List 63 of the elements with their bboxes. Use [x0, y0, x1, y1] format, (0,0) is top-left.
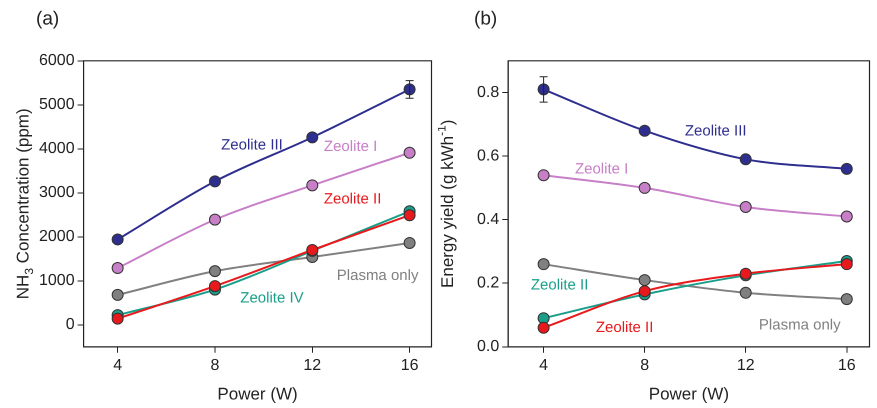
point	[840, 162, 853, 175]
y-tick-label: 3000	[39, 184, 75, 202]
y-tick-label: 6000	[39, 52, 75, 70]
point	[112, 288, 124, 301]
point	[404, 236, 416, 249]
point	[208, 265, 221, 278]
x-tick-label: 12	[736, 356, 755, 374]
y-axis-title: NH3 Concentration (ppm)	[13, 108, 36, 300]
y-tick-label: 0.6	[476, 148, 500, 165]
point	[112, 312, 124, 325]
x-tick-label: 16	[400, 356, 419, 374]
x-tick-label: 4	[113, 356, 122, 374]
y-tick-label: 0.2	[476, 274, 500, 292]
point	[638, 124, 651, 137]
series-label: Zeolite IV	[240, 290, 304, 307]
y-tick-label: 4000	[39, 140, 75, 158]
series-label: Zeolite II	[530, 276, 588, 294]
x-axis-title: Power (W)	[648, 384, 730, 404]
chart-title: (a)	[36, 8, 60, 30]
series-label: Zeolite I	[324, 138, 378, 155]
y-tick-label: 0.4	[476, 211, 500, 228]
series-label: Zeolite I	[574, 160, 628, 178]
point	[306, 131, 318, 144]
y-tick-label: 0.8	[476, 84, 500, 101]
x-tick-label: 8	[210, 356, 220, 374]
point	[840, 210, 853, 223]
point	[638, 274, 651, 286]
point	[208, 280, 221, 292]
point	[112, 262, 124, 274]
x-tick-label: 8	[640, 356, 650, 374]
chart-title: (b)	[474, 8, 498, 30]
point	[306, 179, 318, 192]
x-tick-label: 12	[303, 356, 322, 374]
point	[208, 214, 221, 226]
series-label: Zeolite III	[684, 122, 747, 140]
point	[840, 293, 853, 306]
point	[538, 258, 550, 270]
y-tick-label: 2000	[39, 228, 75, 246]
x-tick-label: 4	[539, 356, 548, 374]
series-label: Zeolite II	[324, 190, 382, 208]
series-label: Zeolite III	[221, 136, 283, 154]
point	[538, 312, 550, 324]
point	[538, 322, 550, 334]
point	[208, 175, 221, 188]
y-tick-label: 0	[66, 316, 75, 334]
y-tick-label: 5000	[39, 96, 75, 114]
point	[638, 285, 651, 298]
point	[740, 200, 752, 213]
series-label: Zeolite II	[596, 318, 654, 336]
point	[638, 182, 651, 194]
series-label: Plasma only	[758, 316, 842, 334]
point	[112, 233, 124, 246]
point	[740, 153, 752, 166]
x-tick-label: 16	[838, 356, 856, 374]
point	[404, 209, 416, 222]
series-label: Plasma only	[336, 267, 419, 284]
x-axis-title: Power (W)	[217, 384, 298, 404]
point	[538, 169, 550, 182]
point	[740, 286, 752, 299]
y-tick-label: 1000	[39, 272, 75, 290]
y-tick-label: 0.0	[476, 338, 500, 356]
point	[840, 258, 853, 270]
point	[404, 146, 416, 159]
